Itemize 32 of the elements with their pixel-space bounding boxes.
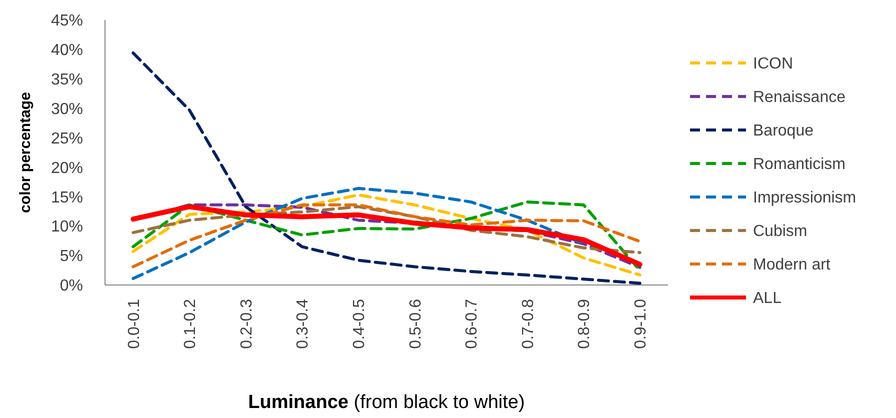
y-tick-label: 30% [50,100,83,118]
x-tick-label: 0.1-0.2 [182,298,200,349]
x-tick-label: 0.0-0.1 [126,298,143,349]
legend-label: Baroque [753,122,814,140]
y-axis-title: color percentage [17,92,34,213]
y-tick-label: 45% [50,12,83,30]
legend-label: Renaissance [753,89,846,106]
x-tick-label: 0.7-0.8 [520,298,537,349]
legend-label: Romanticism [753,156,846,174]
y-tick-label: 20% [50,160,83,177]
x-tick-label: 0.3-0.4 [294,298,312,349]
y-tick-label: 35% [50,71,83,88]
y-tick-label: 5% [60,248,83,266]
x-tick-label: 0.9-1.0 [632,298,650,349]
x-tick-label: 0.4-0.5 [350,298,368,349]
legend-label: Impressionism [753,190,856,207]
line-series [132,205,642,254]
legend-label: Modern art [753,256,831,274]
line-series [132,51,642,285]
y-tick-label: 25% [50,130,83,148]
legend-label: ICON [753,56,793,73]
y-tick-label: 40% [50,42,83,60]
x-tick-label: 0.8-0.9 [576,298,594,349]
x-tick-label: 0.6-0.7 [464,298,481,349]
legend-label: Cubism [753,223,808,240]
y-tick-label: 10% [50,218,83,236]
x-tick-label: 0.5-0.6 [407,298,424,349]
legend-label: ALL [753,290,782,308]
y-tick-label: 0% [60,278,83,295]
x-axis-title: Luminance (from black to white) [248,392,525,413]
y-tick-label: 15% [50,189,83,206]
x-tick-label: 0.2-0.3 [238,298,256,349]
